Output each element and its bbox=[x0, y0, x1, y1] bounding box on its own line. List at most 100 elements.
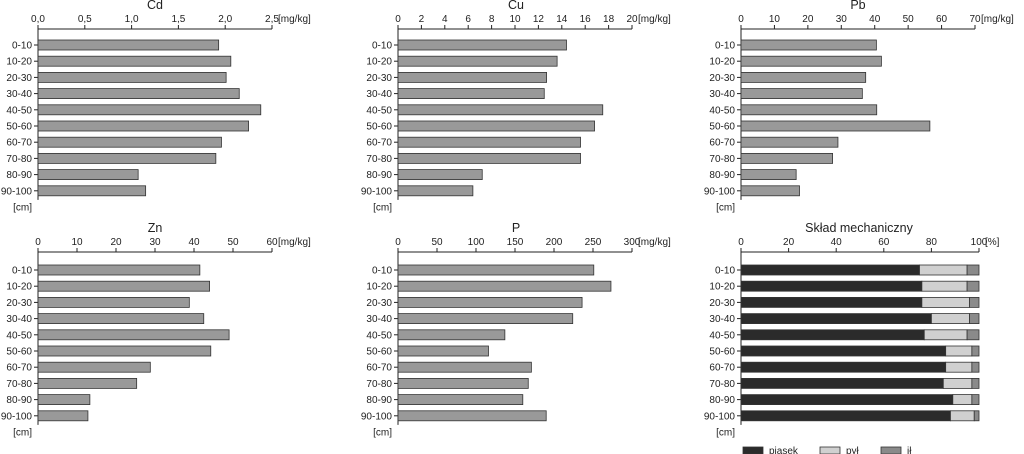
bar bbox=[37, 104, 262, 116]
x-tick-label: 8 bbox=[489, 14, 495, 25]
bar-pył bbox=[931, 313, 970, 325]
depth-label: 70-80 bbox=[366, 379, 392, 390]
bar-piasek bbox=[740, 345, 947, 357]
x-tick-label: 14 bbox=[556, 14, 568, 25]
legend-swatch-pył bbox=[819, 446, 841, 454]
x-tick-label: 0,0 bbox=[31, 14, 45, 25]
bar bbox=[397, 104, 604, 116]
bar-piasek bbox=[740, 280, 923, 292]
x-tick-label: 0,5 bbox=[78, 14, 92, 25]
chart-panel-cd: Cd 0,0 0,5 1,0 1,5 2,0 2,5 [mg/kg] 0-10 10-20 20-3… bbox=[1, 0, 311, 214]
bar bbox=[397, 88, 545, 99]
x-tick-label: 20 bbox=[802, 14, 814, 25]
unit-label: [mg/kg] bbox=[278, 237, 311, 248]
depth-label: 20-30 bbox=[366, 298, 392, 309]
bar bbox=[37, 264, 201, 276]
depth-label: 40-50 bbox=[6, 330, 32, 341]
chart-title: Pb bbox=[850, 0, 865, 12]
x-tick-label: 40 bbox=[831, 237, 843, 248]
depth-label: 10-20 bbox=[366, 57, 392, 68]
bar-ił bbox=[971, 394, 980, 406]
bar bbox=[37, 280, 211, 292]
bar bbox=[740, 136, 839, 148]
bar-pył bbox=[921, 296, 970, 308]
bar bbox=[740, 55, 882, 67]
x-tick-label: 50 bbox=[903, 14, 915, 25]
depth-label: 30-40 bbox=[6, 314, 32, 325]
bar bbox=[37, 313, 205, 325]
unit-label: [mg/kg] bbox=[981, 14, 1014, 25]
bar bbox=[740, 152, 833, 164]
depth-label: 10-20 bbox=[6, 282, 32, 293]
x-tick-label: 30 bbox=[836, 14, 848, 25]
depth-label: 20-30 bbox=[6, 73, 32, 84]
bar-piasek bbox=[740, 377, 944, 389]
bar-piasek bbox=[740, 264, 920, 276]
x-tick-label: 1,5 bbox=[171, 14, 185, 25]
bar-ił bbox=[971, 377, 980, 389]
depth-unit-label: [cm] bbox=[13, 203, 32, 214]
x-tick-label: 16 bbox=[580, 14, 592, 25]
x-tick-label: 10 bbox=[71, 237, 83, 248]
bar-ił bbox=[971, 361, 980, 373]
depth-label: 80-90 bbox=[366, 170, 392, 181]
bar bbox=[397, 329, 506, 341]
depth-unit-label: [cm] bbox=[373, 428, 392, 439]
depth-label: 60-70 bbox=[366, 138, 392, 149]
x-tick-label: 250 bbox=[585, 237, 602, 248]
x-tick-label: 2,0 bbox=[218, 14, 232, 25]
x-tick-label: 80 bbox=[926, 237, 938, 248]
bar-piasek bbox=[740, 394, 954, 406]
bar bbox=[397, 55, 558, 67]
depth-label: 70-80 bbox=[366, 154, 392, 165]
bar bbox=[37, 120, 250, 132]
bar bbox=[37, 345, 212, 357]
depth-label: 20-30 bbox=[366, 73, 392, 84]
depth-label: 80-90 bbox=[709, 170, 735, 181]
bar bbox=[37, 72, 227, 83]
depth-label: 60-70 bbox=[366, 363, 392, 374]
depth-label: 10-20 bbox=[6, 57, 32, 68]
depth-label: 70-80 bbox=[709, 154, 735, 165]
bar bbox=[37, 410, 89, 422]
bar bbox=[397, 152, 581, 164]
depth-label: 20-30 bbox=[6, 298, 32, 309]
bar-piasek bbox=[740, 410, 951, 422]
bar-ił bbox=[971, 345, 980, 357]
chart-panel-pb: Pb 0 10 20 30 40 50 60 70 [mg/kg] 0-10 10-20 20-30 30… bbox=[704, 0, 1014, 214]
depth-label: 0-10 bbox=[12, 266, 32, 277]
bar bbox=[397, 296, 583, 308]
depth-label: 10-20 bbox=[366, 282, 392, 293]
x-tick-label: 0 bbox=[395, 237, 401, 248]
bar bbox=[397, 313, 574, 325]
bar-piasek bbox=[740, 329, 925, 341]
x-tick-label: 18 bbox=[603, 14, 615, 25]
x-tick-label: 12 bbox=[533, 14, 545, 25]
bar-ił bbox=[973, 410, 980, 422]
chart-panel-p: P 0 50 100 150 200 250 300[mg/kg] 0-10 10-20 20-30… bbox=[361, 221, 671, 439]
bar bbox=[740, 185, 800, 197]
legend-label-ił: ił bbox=[907, 446, 912, 454]
x-tick-label: 10 bbox=[509, 14, 521, 25]
bar-pył bbox=[945, 345, 973, 357]
depth-unit-label: [cm] bbox=[716, 428, 735, 439]
bar bbox=[397, 264, 595, 276]
bar bbox=[397, 377, 529, 389]
unit-label: [%] bbox=[985, 237, 1000, 248]
legend-label-piasek: piasek bbox=[769, 446, 799, 454]
unit-label: [mg/kg] bbox=[638, 237, 671, 248]
bar bbox=[37, 329, 230, 341]
depth-label: 90-100 bbox=[704, 411, 736, 422]
legend: piasek pył ił bbox=[742, 446, 912, 454]
bar-piasek bbox=[740, 361, 947, 373]
depth-label: 90-100 bbox=[361, 186, 393, 197]
depth-label: 20-30 bbox=[709, 73, 735, 84]
depth-label: 0-10 bbox=[372, 41, 392, 52]
depth-label: 90-100 bbox=[1, 411, 33, 422]
legend-label-pył: pył bbox=[846, 446, 860, 454]
depth-label: 40-50 bbox=[366, 105, 392, 116]
depth-label: 0-10 bbox=[372, 266, 392, 277]
depth-label: 70-80 bbox=[6, 154, 32, 165]
depth-label: 60-70 bbox=[709, 138, 735, 149]
